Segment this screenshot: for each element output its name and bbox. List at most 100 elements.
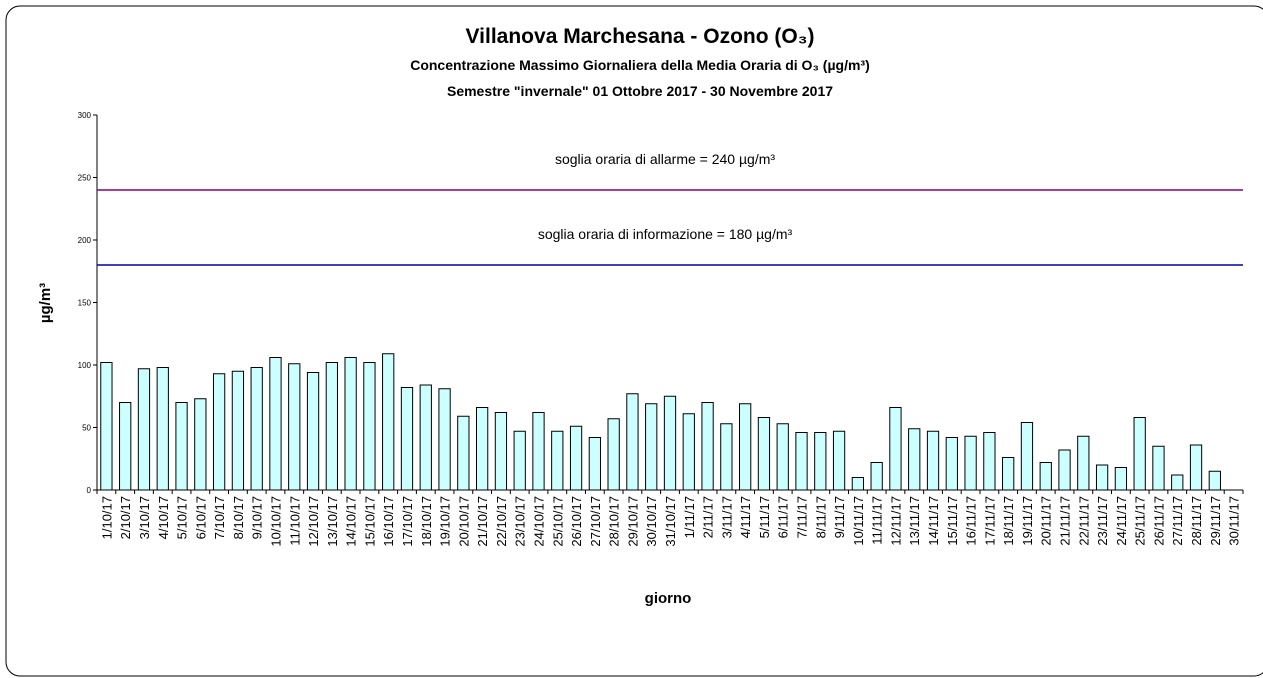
x-tick-label: 16/11/17 (964, 496, 979, 546)
x-tick-label: 18/11/17 (1001, 496, 1016, 546)
bar (344, 357, 357, 491)
x-tick-label: 1/11/17 (682, 496, 697, 538)
bar (475, 407, 489, 491)
bar (532, 412, 545, 491)
x-tick-label: 21/10/17 (475, 496, 490, 547)
bar (776, 423, 789, 491)
y-tick-label: 150 (78, 299, 92, 308)
x-tick-label: 12/10/17 (306, 496, 321, 547)
x-tick-label: 4/11/17 (738, 496, 753, 538)
bar (419, 384, 432, 491)
x-axis-label: giorno (645, 590, 692, 607)
x-tick-label: 15/10/17 (362, 496, 377, 547)
bar (795, 432, 808, 491)
bar (870, 462, 883, 491)
x-tick-label: 17/11/17 (982, 496, 997, 546)
x-tick-label: 8/11/17 (813, 496, 828, 538)
bar (569, 425, 583, 491)
x-tick-label: 13/11/17 (907, 496, 922, 546)
bar (325, 362, 338, 491)
x-tick-label: 8/10/17 (231, 496, 246, 539)
chart-subtitle: Concentrazione Massimo Giornaliera della… (410, 57, 870, 73)
x-tick-label: 20/11/17 (1039, 496, 1054, 546)
bar (1020, 422, 1034, 491)
x-tick-label: 25/11/17 (1133, 496, 1148, 546)
bar (438, 388, 451, 491)
bar (1171, 474, 1184, 491)
bar (889, 407, 902, 491)
bar (814, 432, 827, 491)
bar (1208, 470, 1221, 491)
bar (1189, 444, 1203, 491)
x-tick-label: 31/10/17 (663, 496, 678, 547)
bar (851, 477, 865, 491)
bar (701, 402, 714, 491)
x-tick-label: 25/10/17 (550, 496, 565, 547)
x-tick-label: 4/10/17 (156, 496, 171, 539)
bar (382, 353, 395, 491)
bar (645, 403, 658, 491)
x-tick-label: 6/10/17 (193, 496, 208, 539)
x-tick-label: 26/10/17 (569, 496, 584, 547)
bar (119, 402, 132, 491)
x-tick-label: 30/10/17 (644, 496, 659, 547)
x-tick-label: 7/10/17 (212, 496, 227, 539)
x-tick-label: 17/10/17 (400, 496, 415, 547)
y-tick-label: 100 (78, 361, 92, 370)
x-tick-label: 29/11/17 (1208, 496, 1223, 546)
bar (964, 435, 977, 491)
x-tick-label: 9/10/17 (250, 496, 265, 539)
threshold-label: soglia oraria di allarme = 240 µg/m³ (555, 151, 775, 167)
x-tick-label: 27/10/17 (588, 496, 603, 547)
x-tick-label: 2/11/17 (701, 496, 716, 538)
bar (663, 395, 677, 491)
bar (908, 428, 921, 491)
x-tick-label: 26/11/17 (1151, 496, 1166, 546)
bar (588, 437, 601, 491)
bar (1114, 467, 1128, 491)
x-tick-label: 18/10/17 (419, 496, 434, 547)
x-tick-label: 10/11/17 (851, 496, 866, 546)
y-tick-label: 50 (82, 424, 91, 433)
x-tick-label: 6/11/17 (776, 496, 791, 538)
x-tick-label: 20/10/17 (456, 496, 471, 547)
bar (269, 357, 282, 491)
x-tick-label: 11/10/17 (287, 496, 302, 546)
x-tick-label: 1/10/17 (99, 496, 114, 539)
x-tick-label: 11/11/17 (870, 496, 885, 545)
bar (494, 412, 508, 491)
bar (607, 418, 620, 491)
bar (363, 362, 376, 491)
y-tick-label: 250 (78, 174, 92, 183)
bar (457, 415, 470, 491)
x-tick-label: 15/11/17 (945, 496, 960, 546)
bar (1058, 449, 1071, 491)
x-tick-label: 29/10/17 (625, 496, 640, 547)
y-tick-label: 300 (78, 111, 92, 120)
bar (551, 430, 564, 491)
bar (400, 387, 414, 491)
bar (212, 373, 226, 491)
bar (832, 430, 846, 491)
y-tick-label: 0 (87, 486, 92, 495)
chart-title: Villanova Marchesana - Ozono (O₃) (466, 25, 815, 48)
x-tick-label: 27/11/17 (1170, 496, 1185, 546)
bar (1095, 464, 1109, 491)
y-axis-label: µg/m³ (37, 283, 54, 323)
bar (926, 430, 940, 491)
x-tick-label: 22/11/17 (1076, 496, 1091, 546)
x-tick-label: 3/11/17 (719, 496, 734, 538)
bar (1039, 462, 1052, 491)
bar (1133, 417, 1146, 491)
x-tick-label: 9/11/17 (832, 496, 847, 538)
x-tick-label: 28/10/17 (607, 496, 622, 547)
x-tick-label: 7/11/17 (795, 496, 810, 538)
bar (626, 393, 639, 491)
x-tick-label: 5/11/17 (757, 496, 772, 538)
bar (1152, 445, 1165, 491)
x-tick-label: 19/11/17 (1020, 496, 1035, 546)
bar (100, 362, 113, 491)
bar (720, 423, 733, 491)
x-tick-label: 21/11/17 (1058, 496, 1073, 546)
